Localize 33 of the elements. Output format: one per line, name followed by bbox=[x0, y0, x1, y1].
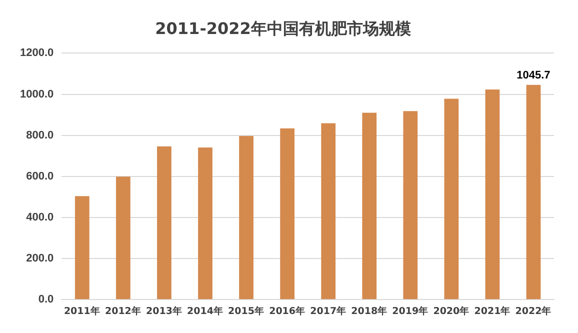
bar bbox=[362, 112, 377, 300]
y-tick-label: 1200.0 bbox=[20, 47, 54, 60]
x-tick-label: 2022年 bbox=[515, 304, 552, 317]
y-tick-label: 0.0 bbox=[38, 294, 54, 306]
x-tick-label: 2018年 bbox=[351, 304, 388, 317]
bar bbox=[526, 84, 541, 300]
x-tick-label: 2017年 bbox=[310, 304, 347, 317]
y-tick-label: 800.0 bbox=[26, 129, 54, 142]
bar bbox=[280, 128, 294, 300]
bar bbox=[74, 196, 90, 300]
x-tick-label: 2016年 bbox=[269, 304, 306, 317]
x-tick-label: 2020年 bbox=[433, 304, 470, 317]
y-tick-label: 1000.0 bbox=[20, 88, 54, 100]
x-tick-label: 2012年 bbox=[104, 304, 142, 317]
x-tick-label: 2013年 bbox=[146, 304, 182, 317]
bar bbox=[198, 147, 212, 300]
x-tick-label: 2015年 bbox=[228, 304, 265, 317]
y-tick-label: 600.0 bbox=[26, 170, 54, 182]
bar bbox=[444, 98, 459, 300]
x-tick-label: 2021年 bbox=[474, 304, 511, 317]
bar bbox=[403, 111, 418, 300]
chart-title: 2011-2022年中国有机肥市场规模 bbox=[155, 18, 411, 38]
y-tick-label: 400.0 bbox=[26, 212, 54, 224]
x-tick-label: 2019年 bbox=[392, 304, 429, 317]
bar bbox=[239, 136, 254, 300]
data-label: 1045.7 bbox=[516, 69, 550, 82]
bar bbox=[485, 90, 500, 300]
x-tick-label: 2011年 bbox=[64, 304, 100, 317]
bar bbox=[321, 123, 336, 300]
bar bbox=[116, 176, 130, 300]
x-tick-label: 2014年 bbox=[187, 304, 224, 317]
bar bbox=[157, 146, 172, 300]
y-tick-label: 200.0 bbox=[26, 252, 54, 265]
